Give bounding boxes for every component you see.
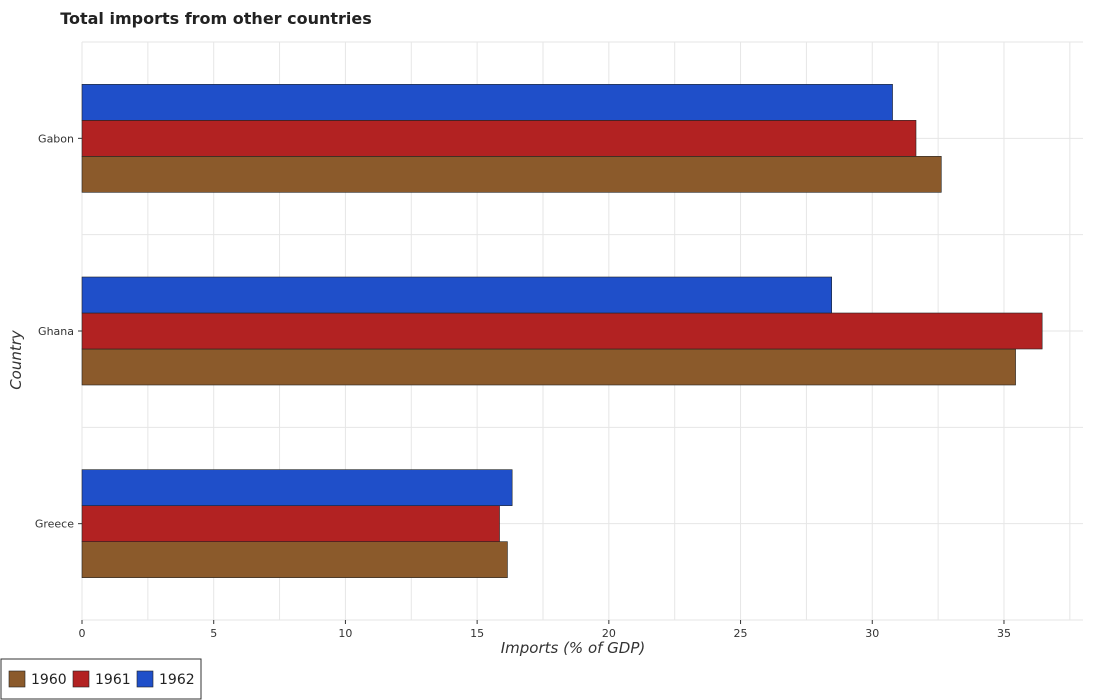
x-tick-label: 25 <box>734 627 748 640</box>
bar-greece-1961 <box>81 505 500 542</box>
legend: 1960 1961 1962 <box>0 658 202 700</box>
legend-label: 1962 <box>159 672 195 688</box>
bar-ghana-1962 <box>81 276 832 314</box>
bar-gabon-1961 <box>81 120 917 157</box>
legend-label: 1960 <box>31 672 67 688</box>
legend-swatch <box>8 670 26 688</box>
x-tick-label: 20 <box>602 627 616 640</box>
legend-swatch <box>136 670 154 688</box>
x-tick-label: 15 <box>470 627 484 640</box>
bar-gabon-1960 <box>81 156 942 193</box>
x-tick-label: 30 <box>865 627 879 640</box>
bar-ghana-1961 <box>81 312 1043 350</box>
y-axis-label: Country <box>7 329 25 390</box>
bars <box>81 84 1043 578</box>
x-axis-label: Imports (% of GDP) <box>501 639 646 657</box>
legend-box <box>0 658 202 700</box>
x-tick-label: 10 <box>338 627 352 640</box>
chart-title: Total imports from other countries <box>60 9 372 28</box>
y-tick-label: Greece <box>35 518 74 531</box>
bar-ghana-1960 <box>81 348 1016 386</box>
legend-swatch <box>72 670 90 688</box>
bar-greece-1960 <box>81 541 508 578</box>
y-tick-label: Gabon <box>38 132 74 145</box>
x-tick-label: 35 <box>997 627 1011 640</box>
x-tick-label: 5 <box>210 627 217 640</box>
bar-gabon-1962 <box>81 84 893 121</box>
x-tick-label: 0 <box>79 627 86 640</box>
legend-label: 1961 <box>95 672 131 688</box>
axes: Gabon Ghana Greece 0 5 10 15 20 25 30 35 <box>35 132 1011 640</box>
y-tick-label: Ghana <box>38 325 74 338</box>
bar-greece-1962 <box>81 469 513 506</box>
